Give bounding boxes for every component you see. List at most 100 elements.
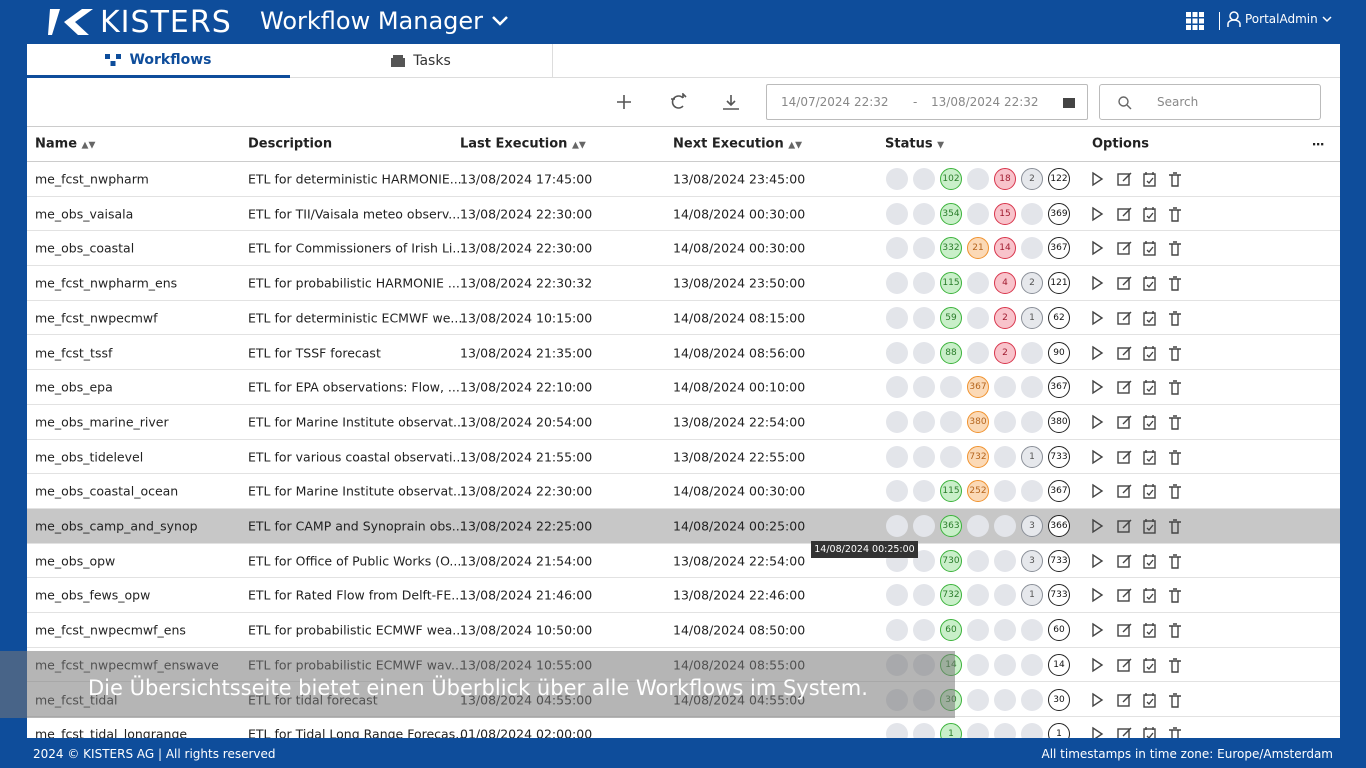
status-badge[interactable]: 367 xyxy=(967,376,989,399)
table-row[interactable]: me_obs_camp_and_synop ETL for CAMP and Sy… xyxy=(27,509,1340,544)
status-badge[interactable]: 367 xyxy=(1048,237,1070,260)
status-empty xyxy=(994,515,1016,537)
table-row[interactable]: me_fcst_nwpharm_ens ETL for probabilistic… xyxy=(27,266,1340,301)
status-badge[interactable]: 380 xyxy=(1048,410,1070,433)
status-badge[interactable]: 1 xyxy=(1021,584,1043,607)
status-badge[interactable]: 3 xyxy=(1021,549,1043,572)
column-header[interactable]: Name ▲▼ xyxy=(35,136,96,152)
column-header[interactable]: Next Execution ▲▼ xyxy=(673,136,803,152)
table-row[interactable]: me_fcst_nwpharm ETL for deterministic HAR… xyxy=(27,162,1340,197)
status-badge[interactable]: 1 xyxy=(1021,306,1043,329)
option-icons[interactable] xyxy=(1090,692,1185,708)
cell-last: 13/08/2024 21:54:00 xyxy=(460,553,593,569)
option-icons[interactable] xyxy=(1090,449,1185,465)
status-badge[interactable]: 4 xyxy=(994,272,1016,295)
status-badge[interactable]: 2 xyxy=(994,306,1016,329)
status-badge[interactable]: 60 xyxy=(940,619,962,642)
option-icons[interactable] xyxy=(1090,171,1185,187)
status-badge[interactable]: 90 xyxy=(1048,341,1070,364)
app-switcher[interactable]: Workflow Manager xyxy=(260,7,509,35)
status-badge[interactable]: 380 xyxy=(967,410,989,433)
status-badge[interactable]: 2 xyxy=(994,341,1016,364)
status-badge[interactable]: 1 xyxy=(1021,445,1043,468)
option-icons[interactable] xyxy=(1090,518,1185,534)
status-badge[interactable]: 3 xyxy=(1021,515,1043,537)
row-options xyxy=(1090,483,1185,503)
table-row[interactable]: me_obs_fews_opw ETL for Rated Flow from D… xyxy=(27,578,1340,614)
status-badge[interactable]: 367 xyxy=(1048,480,1070,503)
status-badge[interactable]: 14 xyxy=(1048,653,1070,676)
status-badge[interactable]: 1 xyxy=(940,723,962,738)
option-icons[interactable] xyxy=(1090,310,1185,326)
status-badge[interactable]: 122 xyxy=(1048,168,1070,190)
option-icons[interactable] xyxy=(1090,726,1185,738)
table-row[interactable]: me_fcst_nwpecmwf ETL for deterministic EC… xyxy=(27,301,1340,336)
status-badge[interactable]: 62 xyxy=(1048,306,1070,329)
status-empty xyxy=(886,168,908,190)
status-badge[interactable]: 252 xyxy=(967,480,989,503)
toolbar-icons[interactable] xyxy=(617,93,777,111)
status-badge[interactable]: 115 xyxy=(940,272,962,295)
column-header[interactable]: Last Execution ▲▼ xyxy=(460,136,586,152)
user-menu[interactable]: PortalAdmin xyxy=(1227,11,1332,27)
status-badge[interactable]: 60 xyxy=(1048,619,1070,642)
status-badge[interactable]: 115 xyxy=(940,480,962,503)
table-row[interactable]: me_obs_vaisala ETL for TII/Vaisala meteo … xyxy=(27,197,1340,232)
status-badge[interactable]: 2 xyxy=(1021,272,1043,295)
more-menu[interactable]: ⋯ xyxy=(1312,136,1325,152)
table-row[interactable]: me_obs_epa ETL for EPA observations: Flow… xyxy=(27,370,1340,405)
status-badge[interactable]: 121 xyxy=(1048,272,1070,295)
status-badge[interactable]: 369 xyxy=(1048,202,1070,225)
status-badge[interactable]: 732 xyxy=(967,445,989,468)
option-icons[interactable] xyxy=(1090,206,1185,222)
table-row[interactable]: me_obs_coastal_ocean ETL for Marine Insti… xyxy=(27,474,1340,509)
row-options xyxy=(1090,379,1185,399)
option-icons[interactable] xyxy=(1090,240,1185,257)
status-badge[interactable]: 102 xyxy=(940,168,962,190)
table-row[interactable]: me_fcst_tssf ETL for TSSF forecast 13/08/2… xyxy=(27,336,1340,371)
column-header[interactable]: Status ▼ xyxy=(885,136,945,152)
option-icons[interactable] xyxy=(1090,622,1185,638)
status-badge[interactable]: 18 xyxy=(994,168,1016,190)
status-badge[interactable]: 1 xyxy=(1048,723,1070,738)
status-badge[interactable]: 88 xyxy=(940,341,962,364)
table-row[interactable]: me_fcst_nwpecmwf_ens ETL for probabilisti… xyxy=(27,613,1340,648)
option-icons[interactable] xyxy=(1090,587,1185,604)
cell-name: me_obs_vaisala xyxy=(35,206,134,222)
date-range[interactable]: 14/07/2024 22:32 - 13/08/2024 22:32 xyxy=(766,84,1088,120)
status-badge[interactable]: 2 xyxy=(1021,168,1043,190)
table-row[interactable]: me_fcst_tidal_longrange ETL for Tidal Lon… xyxy=(27,717,1340,738)
option-icons[interactable] xyxy=(1090,414,1185,430)
table-row[interactable]: me_obs_tidelevel ETL for various coastal … xyxy=(27,440,1340,475)
apps-icon[interactable] xyxy=(1186,12,1204,30)
option-icons[interactable] xyxy=(1090,657,1185,673)
option-icons[interactable] xyxy=(1090,483,1185,499)
logo[interactable]: KISTERS xyxy=(48,4,232,40)
status-badge[interactable]: 367 xyxy=(1048,376,1070,399)
status-badge[interactable]: 733 xyxy=(1048,584,1070,607)
status-badge[interactable]: 730 xyxy=(940,549,962,572)
option-icons[interactable] xyxy=(1090,275,1185,291)
tab-tasks[interactable]: Tasks xyxy=(290,44,553,78)
table-row[interactable]: me_obs_opw ETL for Office of Public Works… xyxy=(27,544,1340,579)
status-badge[interactable]: 733 xyxy=(1048,549,1070,572)
status-badge[interactable]: 366 xyxy=(1048,515,1070,537)
status-badge[interactable]: 732 xyxy=(940,584,962,607)
status-badge[interactable]: 14 xyxy=(994,237,1016,260)
status-badge[interactable]: 733 xyxy=(1048,445,1070,468)
status-badge[interactable]: 363 xyxy=(940,515,962,537)
status-badge[interactable]: 21 xyxy=(967,237,989,260)
option-icons[interactable] xyxy=(1090,379,1185,395)
status-badge[interactable]: 354 xyxy=(940,202,962,225)
table-row[interactable]: me_obs_coastal ETL for Commissioners of I… xyxy=(27,231,1340,267)
status-badge[interactable]: 332 xyxy=(940,237,962,260)
option-icons[interactable] xyxy=(1090,553,1185,569)
option-icons[interactable] xyxy=(1090,345,1185,361)
table-row[interactable]: me_obs_marine_river ETL for Marine Instit… xyxy=(27,405,1340,440)
tab-workflows[interactable]: Workflows xyxy=(27,44,290,78)
status-badge[interactable]: 15 xyxy=(994,202,1016,225)
status-badge[interactable]: 30 xyxy=(1048,688,1070,711)
status-badge[interactable]: 59 xyxy=(940,306,962,329)
search-box[interactable]: Search xyxy=(1099,84,1321,120)
